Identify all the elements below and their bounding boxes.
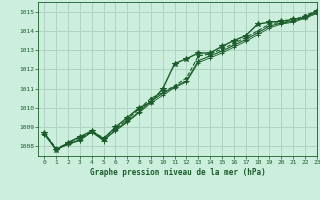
X-axis label: Graphe pression niveau de la mer (hPa): Graphe pression niveau de la mer (hPa) xyxy=(90,168,266,177)
